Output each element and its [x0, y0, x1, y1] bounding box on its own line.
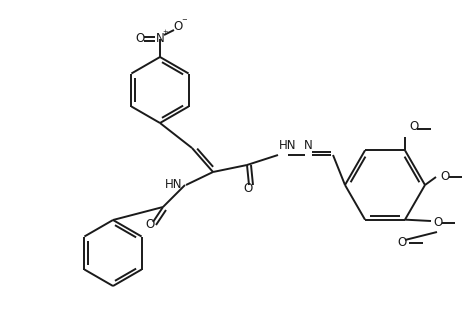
Text: O: O — [146, 218, 155, 232]
Text: O: O — [243, 182, 252, 194]
Text: O: O — [135, 32, 145, 46]
Text: O: O — [440, 170, 449, 183]
Text: HN: HN — [279, 139, 297, 152]
Text: O: O — [173, 21, 183, 33]
Text: O: O — [433, 217, 442, 230]
Text: N: N — [156, 32, 164, 46]
Text: $^-$: $^-$ — [180, 17, 188, 27]
Text: N: N — [304, 139, 312, 152]
Text: HN: HN — [165, 178, 182, 192]
Text: $^+$: $^+$ — [161, 29, 170, 39]
Text: O: O — [409, 120, 418, 133]
Text: O: O — [398, 236, 406, 250]
